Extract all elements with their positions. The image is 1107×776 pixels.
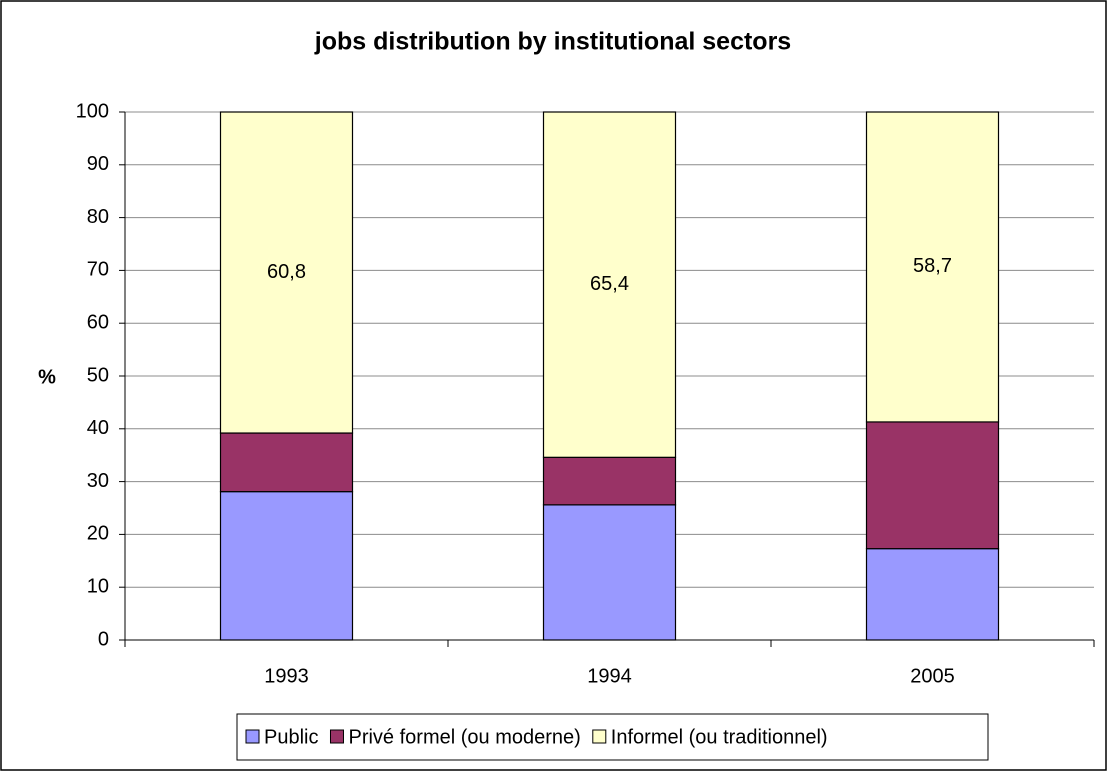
x-tick-label: 2005 [910,665,955,687]
legend-label: Public [264,726,318,748]
bar-segment [865,421,1000,550]
y-tick-label: 60 [87,311,109,333]
bar-segment [542,456,677,506]
x-tick-label: 1994 [587,665,632,687]
bar-segment [219,111,354,434]
data-label: 65,4 [590,273,629,295]
y-tick-label: 20 [87,523,109,545]
bar-segment [865,548,1000,641]
legend-label: Informel (ou traditionnel) [611,726,828,748]
bar-segment [542,111,677,458]
legend-swatch [245,729,260,744]
bar-segment [542,504,677,641]
data-label: 58,7 [913,255,952,277]
legend-label: Privé formel (ou moderne) [348,726,580,748]
legend-swatch [592,729,607,744]
y-tick-label: 50 [87,364,109,386]
y-tick-label: 90 [87,153,109,175]
legend-box [236,713,989,761]
y-tick-label: 10 [87,575,109,597]
y-tick-label: 80 [87,206,109,228]
y-tick-label: 30 [87,470,109,492]
chart-title: jobs distribution by institutional secto… [314,28,791,56]
y-axis-title: % [38,366,56,388]
y-tick-label: 0 [98,628,109,650]
y-tick-label: 70 [87,259,109,281]
bar-segment [219,491,354,641]
y-tick-label: 40 [87,417,109,439]
x-tick-label: 1993 [264,665,309,687]
legend-swatch [329,729,344,744]
bar-segment [865,111,1000,423]
y-tick-label: 100 [76,100,109,122]
bar-segment [219,432,354,493]
data-label: 60,8 [267,261,306,283]
